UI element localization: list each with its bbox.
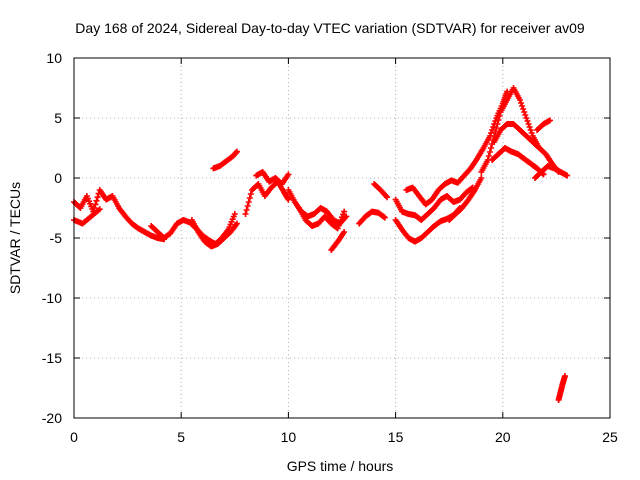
data-point-interp xyxy=(494,121,501,127)
data-point xyxy=(341,208,348,215)
data-point-interp xyxy=(493,125,500,131)
y-tick-label: -10 xyxy=(42,290,62,306)
y-tick-label: 0 xyxy=(54,170,62,186)
series-arc-17 xyxy=(478,85,543,175)
series-arc-18 xyxy=(491,121,562,175)
data-point xyxy=(516,97,523,103)
data-points xyxy=(71,85,571,403)
series-arc-21 xyxy=(531,163,571,181)
series-arc-16 xyxy=(446,175,485,223)
data-point-interp xyxy=(94,194,101,201)
data-point-interp xyxy=(488,130,495,136)
data-point xyxy=(341,229,348,235)
data-point xyxy=(561,373,568,379)
series-arc-22 xyxy=(555,373,568,403)
y-axis-ticks: -20 -15 -10 -5 0 5 10 xyxy=(42,50,610,426)
data-point-interp xyxy=(246,195,253,201)
data-point xyxy=(523,115,530,121)
data-point xyxy=(96,206,103,213)
data-point xyxy=(546,117,553,124)
data-point-interp xyxy=(521,109,528,115)
x-tick-label: 15 xyxy=(388,429,404,445)
data-point-interp xyxy=(490,124,497,130)
y-tick-label: -15 xyxy=(42,350,62,366)
x-axis-label: GPS time / hours xyxy=(287,458,394,474)
y-tick-label: -5 xyxy=(50,230,63,246)
data-point xyxy=(233,148,240,155)
data-point-interp xyxy=(91,205,98,211)
data-point-interp xyxy=(247,191,254,197)
data-point-interp xyxy=(524,118,531,124)
data-point-interp xyxy=(528,130,535,136)
series-arc-12 xyxy=(371,181,391,201)
series-arc-7 xyxy=(253,169,292,187)
data-point-interp xyxy=(93,197,100,204)
series-arc-15 xyxy=(403,88,511,208)
y-tick-label: 10 xyxy=(46,50,62,66)
data-point-interp xyxy=(496,113,503,119)
data-point-interp xyxy=(518,100,525,106)
data-point-interp xyxy=(245,199,252,205)
chart-title: Day 168 of 2024, Sidereal Day-to-day VTE… xyxy=(75,20,585,36)
series-arc-2 xyxy=(71,206,103,227)
y-tick-label: 5 xyxy=(54,110,62,126)
data-point xyxy=(381,214,388,221)
series-arc-4 xyxy=(188,217,240,250)
series-arc-8 xyxy=(285,187,350,227)
series-arc-9 xyxy=(296,205,348,232)
data-point-interp xyxy=(520,106,527,112)
x-tick-label: 0 xyxy=(70,429,78,445)
y-tick-label: -20 xyxy=(42,410,62,426)
data-point xyxy=(242,211,249,217)
data-point-interp xyxy=(488,145,495,151)
series-arc-13 xyxy=(392,205,463,245)
data-point-interp xyxy=(519,103,526,109)
series-arc-10 xyxy=(328,229,348,253)
x-tick-label: 20 xyxy=(495,429,511,445)
data-point-interp xyxy=(522,112,529,118)
data-point-interp xyxy=(526,124,533,130)
series-arc-20 xyxy=(534,117,553,133)
x-tick-label: 10 xyxy=(281,429,297,445)
data-point xyxy=(564,172,571,179)
data-point xyxy=(231,211,238,217)
data-point-interp xyxy=(243,207,250,213)
data-point-interp xyxy=(527,127,534,133)
series-arc-6 xyxy=(242,178,292,217)
data-point-interp xyxy=(92,201,99,208)
data-point xyxy=(285,196,292,203)
data-point xyxy=(478,175,485,181)
x-tick-label: 5 xyxy=(177,429,185,445)
series-arc-14 xyxy=(392,184,476,223)
data-point xyxy=(285,171,292,178)
x-axis-ticks: 0 5 10 15 20 25 xyxy=(70,58,618,445)
data-point-interp xyxy=(525,121,532,127)
data-point-interp xyxy=(486,149,493,155)
x-tick-label: 25 xyxy=(602,429,618,445)
data-point-interp xyxy=(244,203,251,209)
y-axis-label: SDTVAR / TECUs xyxy=(7,182,23,294)
series-arc-1 xyxy=(71,187,168,243)
data-point xyxy=(384,194,391,201)
data-point-interp xyxy=(489,127,496,133)
data-point-interp xyxy=(485,153,492,159)
data-point-interp xyxy=(495,117,502,123)
data-point xyxy=(233,220,240,227)
series-arc-11 xyxy=(356,208,388,227)
series-arc-5 xyxy=(210,148,240,172)
